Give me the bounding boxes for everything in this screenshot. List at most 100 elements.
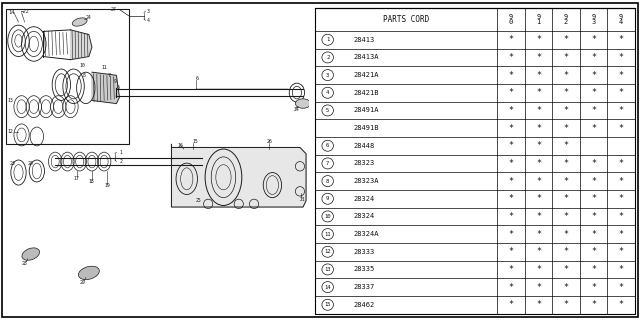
Text: *: * [619,300,623,309]
Text: 28324: 28324 [353,196,374,202]
Text: *: * [591,247,596,256]
Text: 9: 9 [326,196,330,201]
Text: 28324: 28324 [353,213,374,220]
Text: *: * [619,247,623,256]
Text: *: * [619,124,623,132]
Polygon shape [172,144,306,207]
Text: *: * [591,283,596,292]
Text: *: * [591,124,596,132]
Text: 6: 6 [196,76,199,81]
Text: 16: 16 [177,143,183,148]
Text: 14: 14 [324,284,331,290]
Text: *: * [509,194,513,203]
Text: *: * [509,247,513,256]
Ellipse shape [295,99,310,108]
Text: *: * [536,141,541,150]
Text: *: * [564,247,568,256]
Text: 28448: 28448 [353,143,374,149]
Text: 12: 12 [324,249,331,254]
Text: *: * [564,300,568,309]
Text: *: * [564,212,568,221]
Text: *: * [591,229,596,239]
Text: *: * [564,106,568,115]
Text: 28324A: 28324A [353,231,379,237]
Text: *: * [619,229,623,239]
Text: *: * [509,300,513,309]
Text: *: * [564,177,568,186]
Text: *: * [564,124,568,132]
Text: 10: 10 [324,214,331,219]
Text: 28323A: 28323A [353,178,379,184]
Text: *: * [509,265,513,274]
Text: 28323: 28323 [353,160,374,166]
Text: *: * [619,265,623,274]
Text: *: * [509,229,513,239]
Text: *: * [619,212,623,221]
Text: *: * [591,88,596,97]
Text: 3: 3 [326,73,330,77]
Text: 25: 25 [196,198,202,203]
Text: *: * [564,265,568,274]
Text: 6: 6 [326,143,330,148]
Text: *: * [564,53,568,62]
Text: *: * [564,35,568,44]
Text: *: * [619,106,623,115]
Text: 2: 2 [326,55,330,60]
Text: *: * [536,194,541,203]
Text: *: * [536,71,541,80]
Text: *: * [536,35,541,44]
Text: *: * [509,141,513,150]
Polygon shape [70,30,92,60]
Text: *: * [509,35,513,44]
Text: *: * [509,53,513,62]
Text: *: * [619,194,623,203]
Text: 28: 28 [22,261,28,266]
Text: *: * [564,229,568,239]
Text: 28491B: 28491B [353,125,379,131]
Text: 19: 19 [104,183,110,188]
Bar [6,10,129,144]
Text: *: * [536,265,541,274]
Text: 27: 27 [110,7,116,12]
Text: 28421A: 28421A [353,72,379,78]
Polygon shape [92,72,120,104]
Text: 28333: 28333 [353,249,374,255]
Text: *: * [536,212,541,221]
Text: 24: 24 [86,15,92,20]
Text: *: * [591,35,596,44]
Text: 3: 3 [147,9,150,13]
Text: 15: 15 [324,302,331,307]
Text: *: * [619,71,623,80]
Text: *: * [509,106,513,115]
Text: 8: 8 [83,73,86,78]
Text: 28421B: 28421B [353,90,379,96]
Ellipse shape [22,248,40,260]
Text: *: * [564,283,568,292]
Text: 18: 18 [89,180,95,184]
Text: 9
4: 9 4 [619,14,623,25]
Text: 9
2: 9 2 [564,14,568,25]
Text: *: * [536,283,541,292]
Text: *: * [591,212,596,221]
Text: 14: 14 [8,10,14,15]
Text: *: * [509,177,513,186]
Text: 9
0: 9 0 [509,14,513,25]
Text: *: * [536,106,541,115]
Text: *: * [536,300,541,309]
Text: *: * [536,229,541,239]
Text: 11: 11 [101,65,107,70]
Text: 6: 6 [116,85,119,90]
Text: 15: 15 [193,139,198,144]
Ellipse shape [72,18,87,26]
Text: 13: 13 [324,267,331,272]
Text: *: * [591,194,596,203]
Text: *: * [509,71,513,80]
Text: 20: 20 [28,161,33,166]
Text: *: * [509,283,513,292]
Ellipse shape [78,266,99,280]
Text: 1: 1 [120,150,122,155]
Text: 8: 8 [326,179,330,184]
Text: *: * [564,194,568,203]
Text: *: * [591,71,596,80]
Text: 21: 21 [300,197,306,202]
